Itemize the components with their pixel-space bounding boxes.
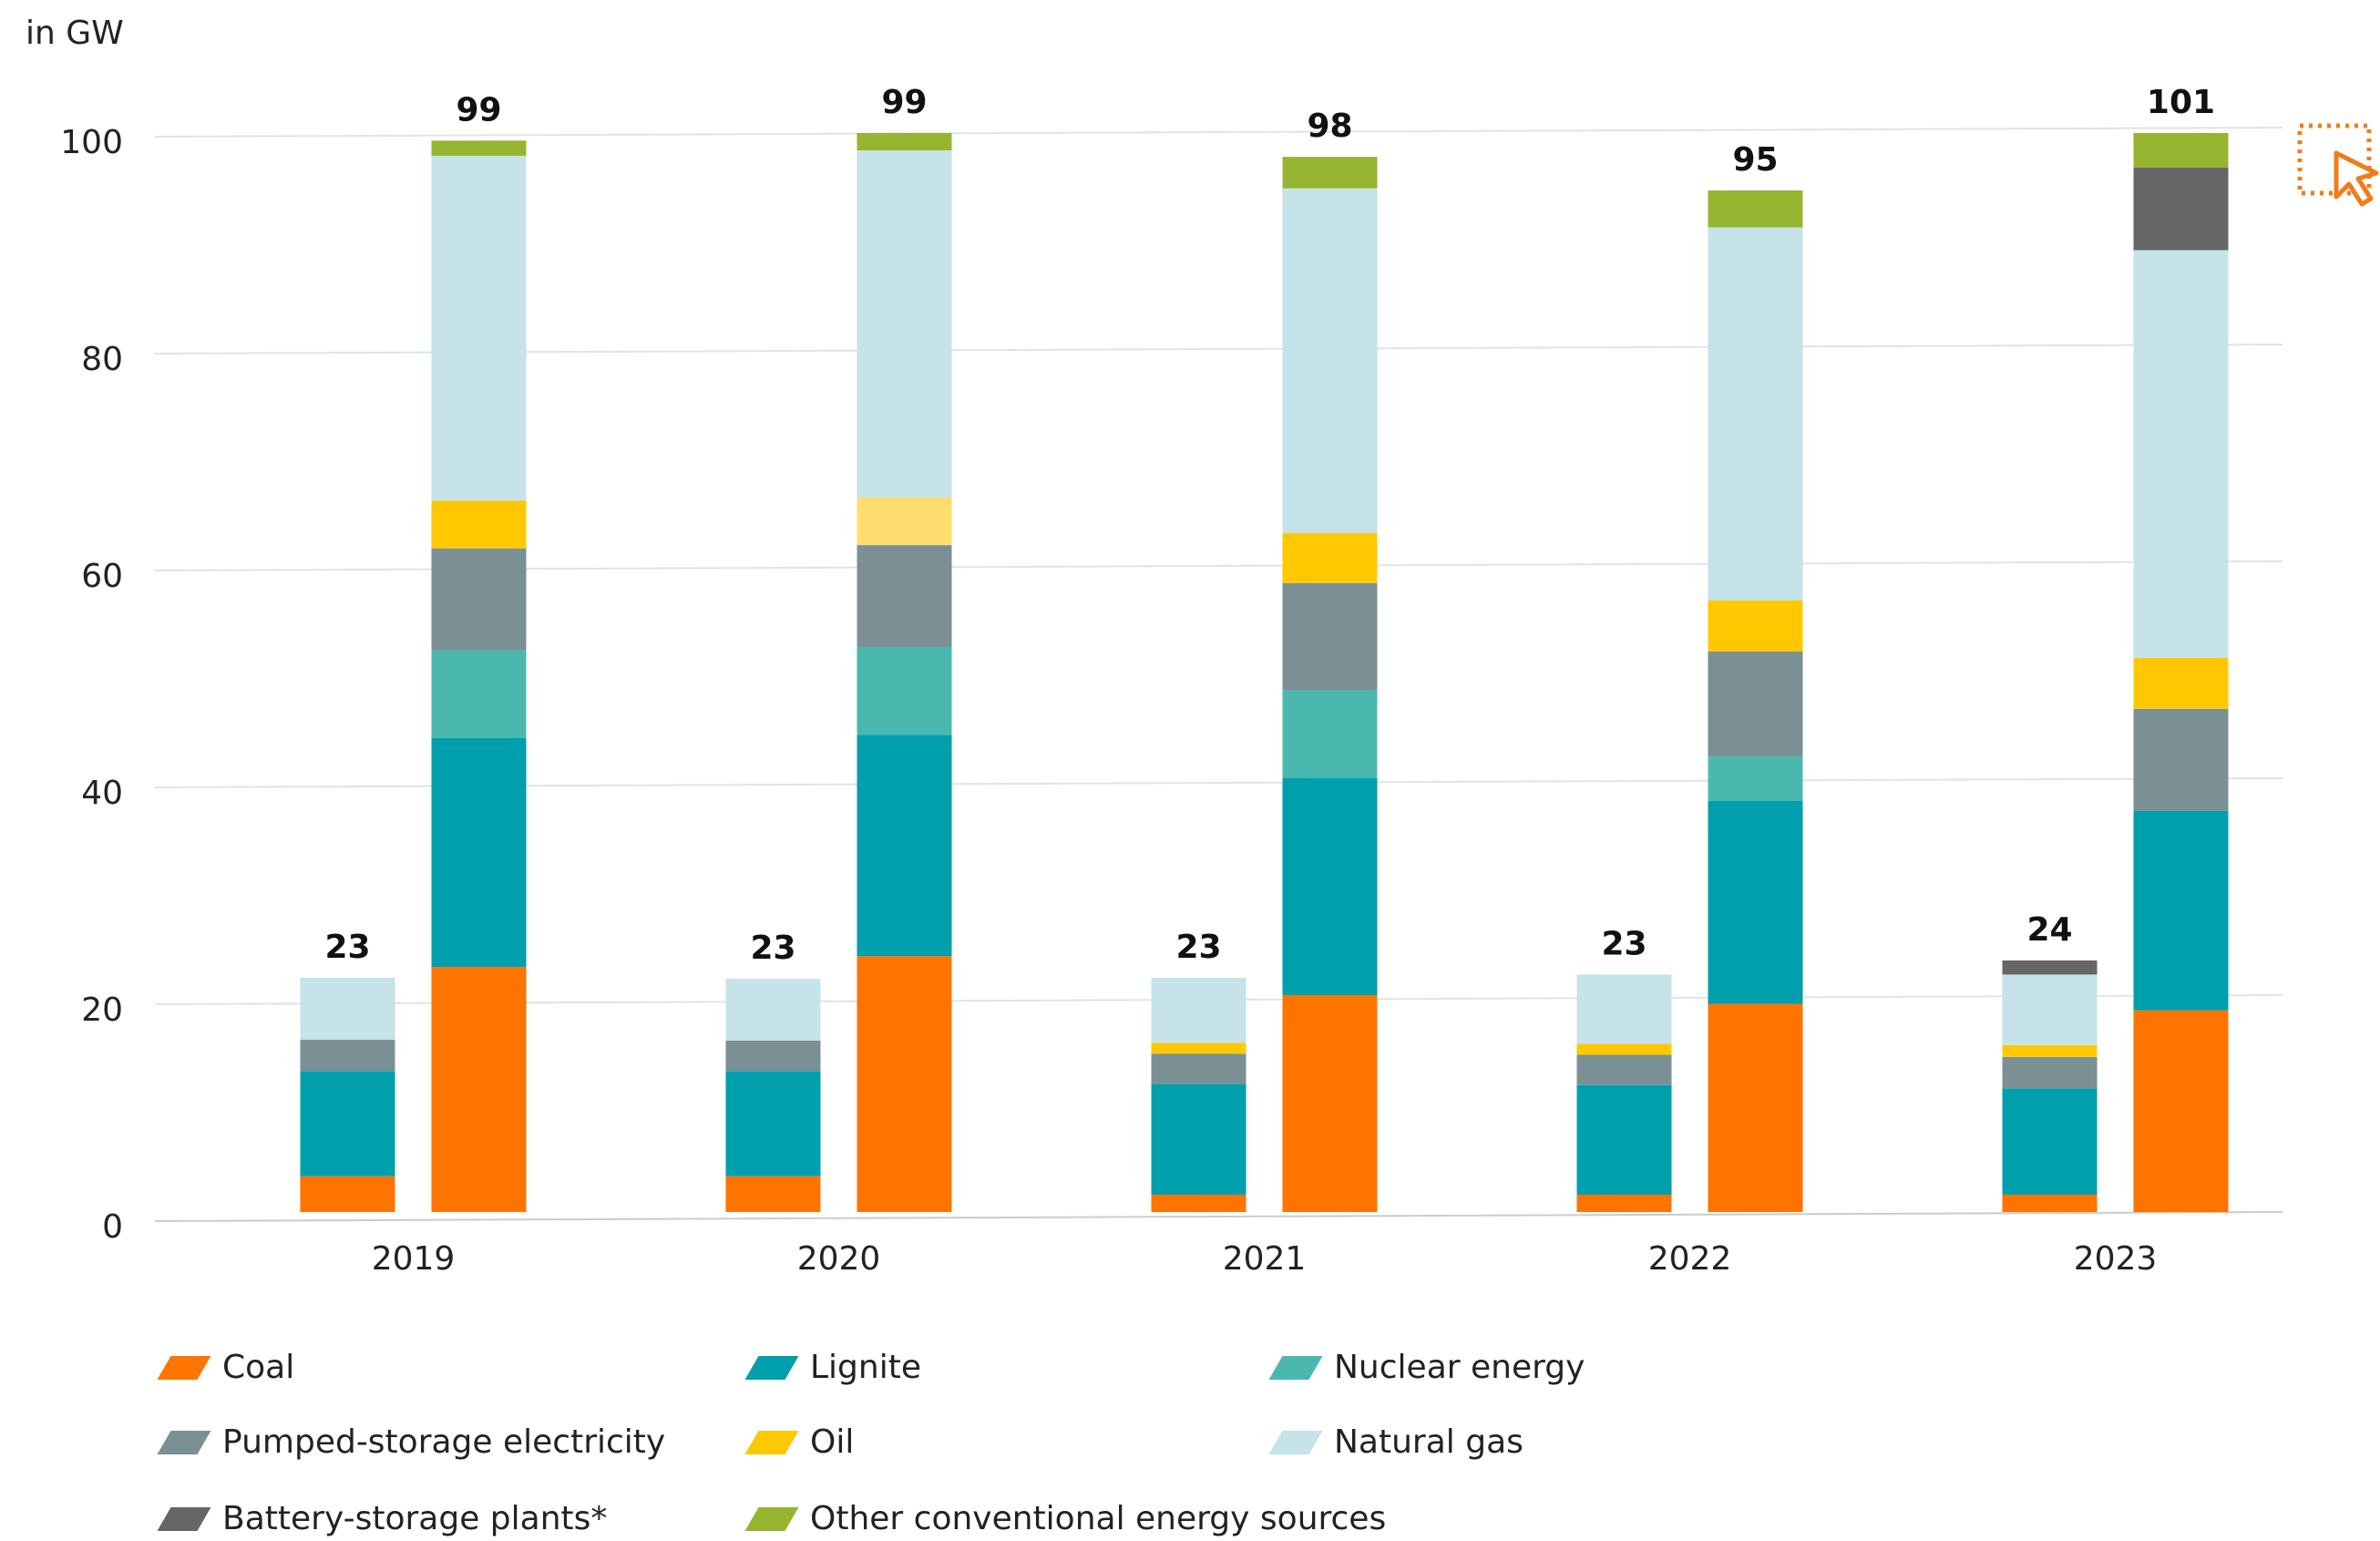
bar-segment <box>1708 600 1803 652</box>
bar-segment <box>431 140 527 156</box>
bar-segment <box>1282 582 1378 691</box>
bar-segment <box>857 132 952 150</box>
bar-segment <box>300 1176 395 1212</box>
bar-segment <box>857 149 952 498</box>
bar-segment <box>1708 651 1803 757</box>
bar-segment <box>1708 800 1803 1004</box>
bar-segment <box>1151 1084 1246 1195</box>
y-axis-unit-label: in GW <box>26 15 124 52</box>
bar-segment <box>431 548 527 651</box>
y-tick-label: 40 <box>81 775 123 812</box>
bar-segment <box>2133 250 2229 658</box>
bar-segment <box>2133 132 2229 169</box>
bar-segment <box>725 1040 821 1072</box>
bar-segment <box>1708 227 1803 601</box>
bar-total-label: 99 <box>881 84 927 121</box>
bar-segment <box>1282 995 1378 1212</box>
bar-segment <box>1576 1043 1672 1055</box>
gridline <box>154 1211 2283 1222</box>
bar-segment <box>2002 1088 2098 1195</box>
bar-segment <box>1708 190 1803 228</box>
bar-segment <box>2133 1010 2229 1212</box>
bar-segment <box>857 647 952 735</box>
bar-segment <box>1576 974 1672 1044</box>
y-tick-label: 100 <box>60 124 123 161</box>
bar-segment <box>1151 1053 1246 1084</box>
bar-segment <box>1576 1054 1672 1085</box>
cursor-pointer-icon <box>2297 123 2379 207</box>
bar-segment <box>1576 1084 1672 1195</box>
bar-total-label: 23 <box>750 930 795 967</box>
bar-segment <box>1282 533 1378 583</box>
bar-segment <box>725 979 821 1041</box>
bar-total-label: 24 <box>2026 911 2072 949</box>
bar-segment <box>725 1176 821 1212</box>
bar-segment <box>431 967 527 1212</box>
bar-segment <box>2002 1056 2098 1089</box>
x-tick-label: 2019 <box>372 1240 456 1278</box>
bar-segment <box>725 1071 821 1176</box>
bar-total-label: 23 <box>1175 929 1221 966</box>
bar-total-label: 101 <box>2147 84 2215 121</box>
bar-total-label: 99 <box>456 91 501 128</box>
bar-segment <box>2002 960 2098 975</box>
bar-segment <box>1282 157 1378 189</box>
y-tick-label: 0 <box>102 1208 123 1246</box>
gridline <box>154 127 2283 138</box>
bar-segment <box>300 1039 395 1072</box>
y-tick-label: 20 <box>81 991 123 1029</box>
x-tick-label: 2020 <box>797 1240 881 1278</box>
bar-segment <box>1151 1194 1246 1212</box>
bar-segment <box>857 956 952 1212</box>
y-tick-label: 60 <box>81 558 123 595</box>
bar-segment <box>1282 690 1378 778</box>
bar-segment <box>2133 657 2229 709</box>
bar-segment <box>2002 974 2098 1045</box>
x-tick-label: 2021 <box>1223 1240 1307 1278</box>
bar-segment <box>2002 1044 2098 1057</box>
bar-segment <box>300 1071 395 1176</box>
bar-segment <box>857 545 952 648</box>
x-tick-label: 2023 <box>2074 1240 2158 1278</box>
bar-segment <box>1708 1003 1803 1212</box>
bar-segment <box>431 737 527 968</box>
bar-segment <box>2133 168 2229 251</box>
bar-segment <box>300 977 395 1040</box>
bar-segment <box>857 735 952 957</box>
bar-total-label: 95 <box>1732 141 1778 179</box>
y-tick-label: 80 <box>81 341 123 378</box>
bar-segment <box>1282 188 1378 534</box>
bar-total-label: 23 <box>324 929 370 966</box>
bar-segment <box>2133 810 2229 1011</box>
bar-segment <box>1708 756 1803 801</box>
bar-segment <box>1576 1194 1672 1212</box>
bar-segment <box>431 155 527 501</box>
bar-segment <box>1151 1043 1246 1054</box>
bar-segment <box>2002 1194 2098 1212</box>
bar-segment <box>857 497 952 546</box>
bar-total-label: 23 <box>1601 925 1647 962</box>
bar-total-label: 98 <box>1307 108 1352 145</box>
bar-segment <box>431 650 527 738</box>
bar-segment <box>2133 708 2229 811</box>
bar-segment <box>1151 977 1246 1043</box>
x-tick-label: 2022 <box>1648 1240 1732 1278</box>
bar-segment <box>1282 778 1378 995</box>
bar-segment <box>431 500 527 549</box>
